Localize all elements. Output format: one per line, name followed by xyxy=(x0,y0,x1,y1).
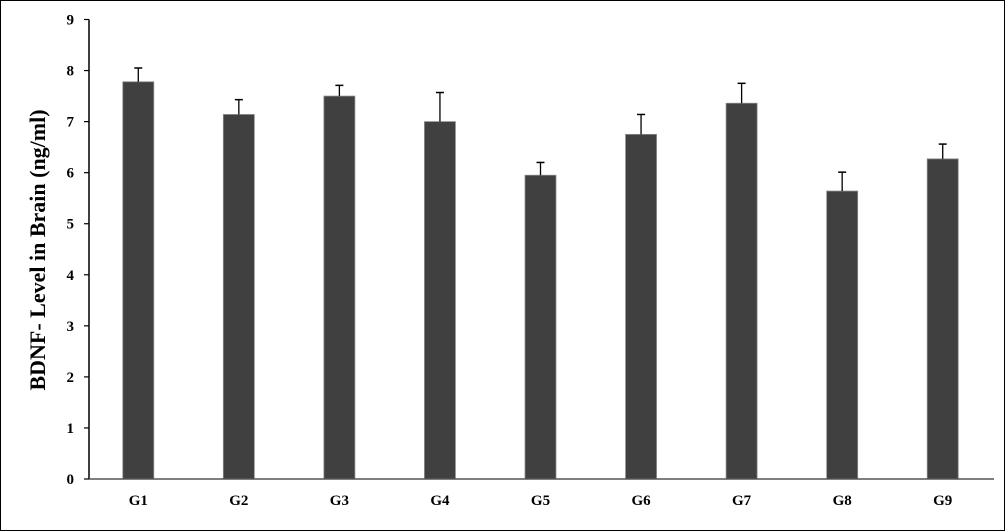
bar-G5 xyxy=(524,174,557,480)
y-tick-label: 8 xyxy=(67,64,75,80)
y-tick-label: 9 xyxy=(67,13,75,29)
x-tick-label: G4 xyxy=(430,493,450,509)
x-tick-label: G7 xyxy=(732,493,752,509)
y-tick-label: 3 xyxy=(67,319,75,335)
bar-G4 xyxy=(424,121,456,480)
y-tick-label: 7 xyxy=(67,115,75,131)
y-tick-label: 5 xyxy=(67,217,75,233)
y-tick-label: 6 xyxy=(67,166,75,182)
x-tick-label: G1 xyxy=(129,493,148,509)
y-tick-label: 1 xyxy=(67,421,75,437)
bar-G9 xyxy=(926,158,959,480)
bar-G8 xyxy=(826,190,859,480)
y-tick-label: 0 xyxy=(67,472,75,488)
y-tick-label: 4 xyxy=(67,268,75,284)
bar-G2 xyxy=(222,114,255,480)
x-tick-label: G5 xyxy=(531,493,550,509)
x-tick-label: G8 xyxy=(833,493,852,509)
x-tick-label: G2 xyxy=(229,493,248,509)
bar-G3 xyxy=(323,95,356,480)
bar-G6 xyxy=(625,133,657,480)
x-tick-label: G9 xyxy=(933,493,952,509)
y-axis-label: BDNF- Level in Brain (ng/ml) xyxy=(25,109,50,390)
x-tick-label: G6 xyxy=(631,493,651,509)
bar-G7 xyxy=(725,102,758,480)
y-tick-label: 2 xyxy=(67,370,75,386)
x-tick-label: G3 xyxy=(330,493,349,509)
bar-G1 xyxy=(122,81,155,480)
